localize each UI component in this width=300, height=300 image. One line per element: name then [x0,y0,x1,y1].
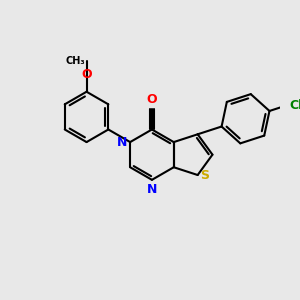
Text: Cl: Cl [289,99,300,112]
Text: S: S [200,169,209,182]
Text: N: N [117,136,127,148]
Text: CH₃: CH₃ [65,56,85,66]
Text: O: O [81,68,92,82]
Text: O: O [147,93,157,106]
Text: N: N [147,183,157,196]
